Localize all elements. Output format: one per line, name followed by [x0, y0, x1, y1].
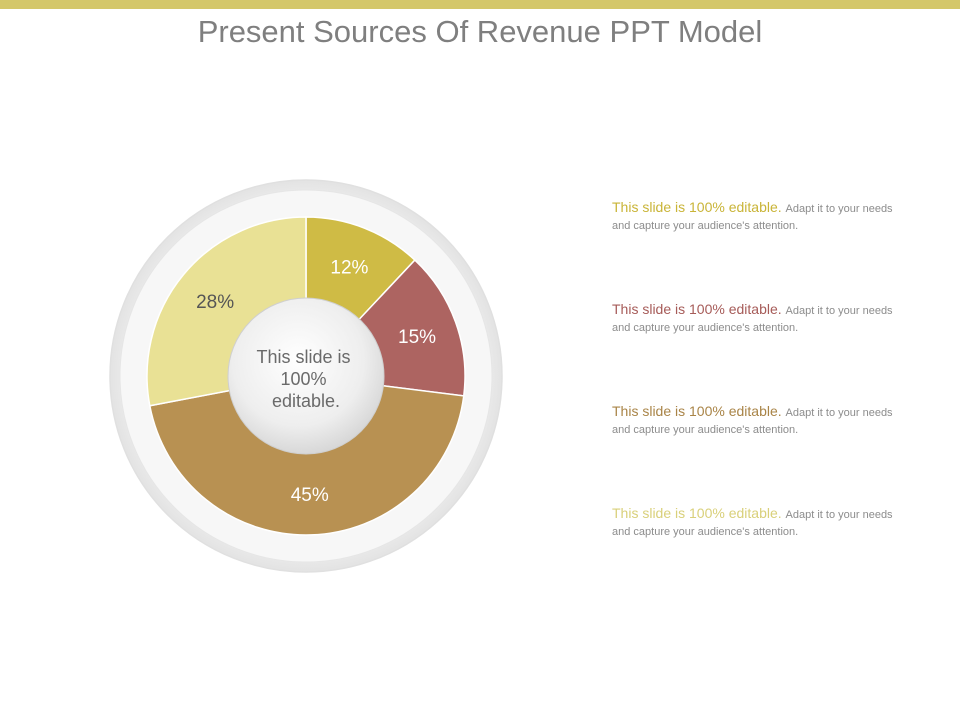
slide-title: Present Sources Of Revenue PPT Model [197, 14, 763, 49]
top-accent-bar [0, 0, 960, 9]
description-body: Adapt it to your needs and capture your … [612, 203, 893, 232]
pie-slice-3 [148, 375, 465, 536]
center-label: This slide is 100% editable. [256, 347, 355, 411]
description-headline: This slide is 100% editable. [612, 199, 786, 215]
description-headline: This slide is 100% editable. [612, 403, 786, 419]
description-headline: This slide is 100% editable. [612, 301, 786, 317]
slice-label-1: 12% [330, 257, 368, 278]
description-body: Adapt it to your needs and capture your … [612, 305, 893, 334]
description-body: Adapt it to your needs and capture your … [612, 407, 893, 436]
description-block-3: This slide is 100% editable. Adapt it to… [612, 404, 912, 438]
center-circle [227, 297, 385, 455]
description-body: Adapt it to your needs and capture your … [612, 509, 893, 538]
slice-label-2: 15% [398, 327, 436, 348]
description-headline: This slide is 100% editable. [612, 505, 786, 521]
slice-label-4: 28% [196, 292, 234, 313]
slice-label-3: 45% [291, 485, 329, 506]
description-block-1: This slide is 100% editable. Adapt it to… [612, 200, 912, 234]
description-block-2: This slide is 100% editable. Adapt it to… [612, 302, 912, 336]
description-block-4: This slide is 100% editable. Adapt it to… [612, 506, 912, 540]
